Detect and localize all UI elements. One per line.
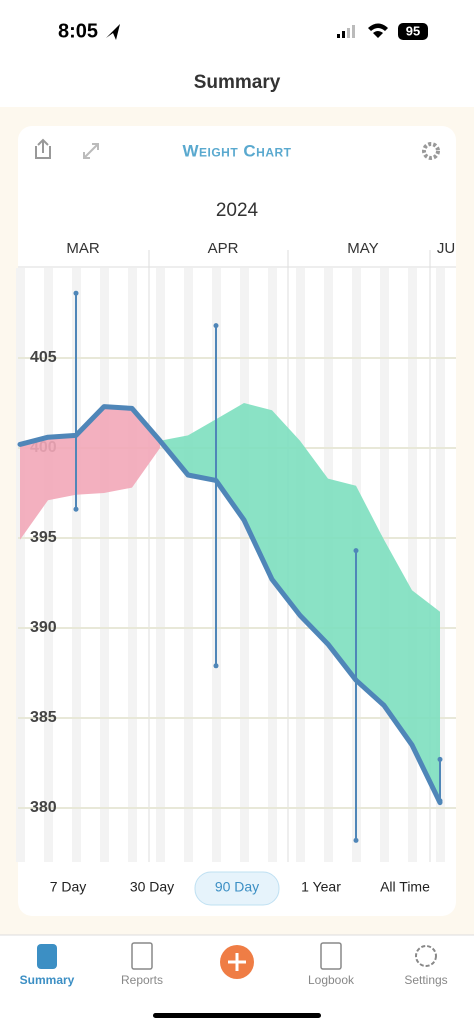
location-icon (106, 24, 120, 40)
stripe (156, 268, 165, 862)
selected-pill (194, 871, 280, 906)
signal-icon (337, 25, 355, 38)
stripe (184, 268, 193, 862)
x-tick-label: JU (437, 240, 455, 257)
tab-label[interactable]: Settings (404, 973, 447, 987)
home-indicator (153, 1013, 321, 1018)
band-area (160, 403, 440, 803)
tab-label[interactable]: Reports (121, 973, 163, 987)
stripe (128, 268, 137, 862)
settings-button[interactable] (422, 142, 440, 160)
range-low (213, 663, 219, 669)
range-low (73, 506, 79, 512)
battery-level: 95 (406, 23, 420, 38)
stripe (408, 268, 417, 862)
tab-icon (37, 944, 57, 969)
range-buttons: 7 Day 30 Day 90 Day 1 Year All Time (50, 879, 430, 895)
y-tick-label: 405 (30, 349, 57, 366)
range-high (437, 756, 443, 762)
range-high (213, 323, 219, 329)
band-area (20, 406, 160, 540)
tab-label[interactable]: Summary (20, 973, 75, 987)
range-button[interactable]: 30 Day (130, 879, 174, 895)
tab-icon (131, 942, 153, 970)
wifi-icon (368, 23, 388, 38)
expand-button[interactable] (83, 143, 99, 159)
trend-line (17, 404, 443, 806)
share-button[interactable] (35, 138, 51, 159)
page-title: Summary (194, 72, 281, 93)
range-button[interactable]: All Time (380, 879, 430, 895)
x-tick-label: MAR (66, 240, 100, 257)
range-high (73, 290, 79, 296)
x-tick-label: APR (208, 240, 239, 257)
chart-year: 2024 (216, 200, 259, 221)
stripe (44, 268, 53, 862)
chart-title: Weight Chart (182, 141, 291, 160)
stripe (72, 268, 81, 862)
y-tick-label: 385 (30, 709, 57, 726)
y-tick-label: 380 (30, 799, 57, 816)
battery-icon (398, 23, 428, 40)
tab-icon (320, 942, 342, 970)
range-button[interactable]: 90 Day (215, 879, 259, 895)
range-button[interactable]: 1 Year (301, 879, 341, 895)
status-time: 8:05 (58, 20, 98, 42)
tab-icon (415, 945, 437, 967)
add-icon (228, 953, 246, 971)
stripe (240, 268, 249, 862)
plot: MARAPRMAYJU380385390395400405 (16, 240, 456, 862)
range-button[interactable]: 7 Day (50, 879, 87, 895)
range-low (353, 837, 359, 843)
y-tick-label: 390 (30, 619, 57, 636)
y-tick-label: 395 (30, 529, 57, 546)
stripe (436, 268, 445, 862)
stripe (100, 268, 109, 862)
x-tick-label: MAY (347, 240, 378, 257)
range-high (353, 548, 359, 554)
tab-bar: Summary Reports Logbook Settings (20, 942, 448, 987)
stripe (16, 268, 25, 862)
tab-label[interactable]: Logbook (308, 973, 355, 987)
